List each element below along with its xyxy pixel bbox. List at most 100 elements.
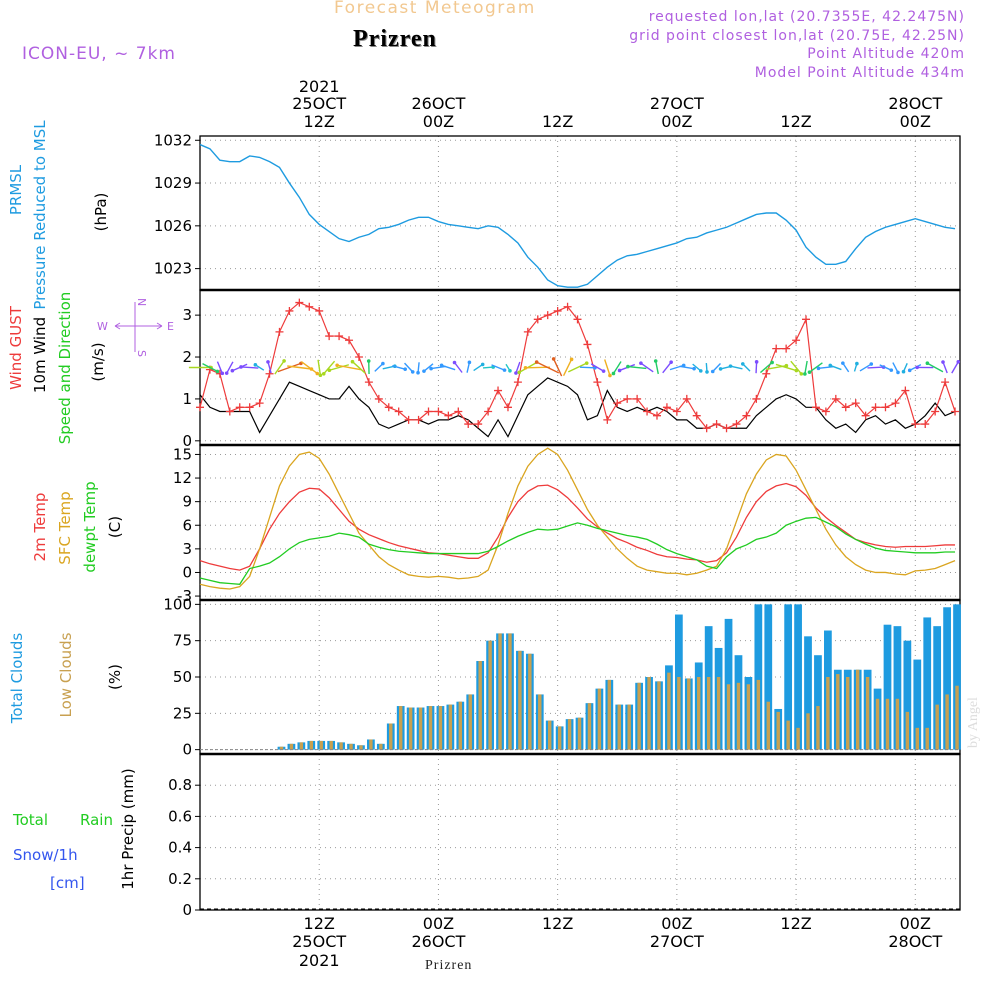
low-cloud-bar: [806, 713, 810, 750]
gust-marker: [811, 403, 820, 412]
gust-marker: [931, 407, 940, 416]
wind-direction-arrow: [590, 363, 604, 372]
y-tick-label: 6: [182, 516, 192, 534]
wind-direction-arrow: [927, 362, 944, 373]
wind-direction-arrow: [951, 361, 959, 374]
gust-marker: [901, 386, 910, 395]
low-cloud-bar: [955, 685, 959, 750]
wind-arrow-head: [915, 365, 919, 370]
wind-arrow-head: [350, 359, 355, 364]
wind-arrow-head: [692, 366, 696, 371]
wind-arrow-head: [467, 360, 472, 365]
bottom-axis-date: 28OCT: [888, 932, 942, 951]
low-cloud-bar: [557, 726, 562, 750]
gust-marker: [762, 369, 771, 378]
low-cloud-bar: [289, 743, 294, 750]
gust-marker: [772, 344, 781, 353]
label-celsius: (C): [106, 516, 124, 538]
low-cloud-bar: [935, 704, 939, 750]
wind-arrow-head: [429, 366, 433, 371]
low-cloud-bar: [816, 706, 820, 750]
y-tick-label: 9: [182, 493, 192, 511]
wind-arrow-head: [381, 361, 385, 366]
gust-marker: [374, 394, 383, 403]
gust-marker: [841, 403, 850, 412]
wind-direction-arrow: [536, 361, 560, 374]
low-cloud-bar: [567, 719, 572, 750]
low-cloud-bar: [726, 684, 731, 750]
wind-arrow-head: [327, 368, 332, 373]
total-cloud-bar: [913, 659, 922, 750]
wind-direction-arrow: [612, 361, 622, 374]
wind-direction-arrow: [404, 362, 414, 373]
low-cloud-bar: [319, 740, 323, 750]
wind-direction-arrow: [323, 360, 336, 375]
label-pressure-msl: Pressure Reduced to MSL: [31, 120, 49, 310]
gust-marker: [444, 411, 453, 420]
low-cloud-bar: [746, 684, 751, 750]
low-cloud-bar: [836, 674, 840, 750]
wind-direction-arrow: [216, 361, 223, 374]
label-percent: (%): [106, 664, 124, 690]
model-altitude: Model Point Altitude 434m: [754, 65, 965, 81]
wind-arrow-head: [855, 361, 859, 366]
low-cloud-bar: [468, 694, 472, 750]
point-altitude: Point Altitude 420m: [807, 46, 965, 62]
chart-title: Forecast Meteogram: [334, 0, 536, 18]
wind-arrow-head: [551, 357, 556, 361]
bottom-axis-hour: 00Z: [423, 914, 454, 933]
wind-arrow-head: [740, 362, 745, 366]
gust-marker: [345, 336, 354, 345]
wind-direction-arrow: [804, 360, 808, 375]
wind-direction-arrow: [300, 360, 318, 375]
wind-direction-arrow: [240, 366, 259, 369]
low-cloud-bar: [885, 698, 890, 750]
wind-direction-arrow: [830, 364, 842, 371]
y-tick-label: 100: [163, 595, 192, 613]
top-axis-date: 26OCT: [411, 94, 465, 113]
wind-arrow-head: [224, 371, 229, 375]
wind-arrow-head: [335, 363, 339, 368]
wind-arrow-head: [718, 367, 723, 371]
wind-arrow-head: [807, 370, 812, 374]
low-cloud-bar: [369, 739, 373, 750]
wind-arrow-head: [754, 360, 759, 364]
y-tick-label: 0: [182, 901, 192, 919]
total-cloud-bar: [804, 636, 812, 750]
wind-direction-arrow: [226, 361, 234, 374]
wind-direction-arrow: [809, 362, 823, 373]
wind-arrow-head: [282, 359, 286, 363]
gust-marker: [394, 407, 403, 416]
bottom-axis-year: 2021: [299, 951, 340, 970]
gust-marker: [335, 332, 344, 341]
gust-marker: [633, 394, 642, 403]
label-ms: (m/s): [89, 342, 107, 381]
gust-marker: [593, 378, 602, 387]
wind-direction-arrow: [892, 362, 899, 373]
bottom-axis-hour: 12Z: [780, 914, 811, 933]
low-cloud-bar: [687, 678, 691, 750]
y-tick-label: 12: [173, 469, 192, 487]
wind-direction-arrow: [627, 365, 647, 370]
gust-marker: [325, 332, 334, 341]
total-cloud-bar: [883, 624, 892, 750]
label-cm: [cm]: [50, 874, 85, 892]
wind-arrow-head: [266, 360, 270, 364]
bottom-axis-date: 27OCT: [650, 932, 704, 951]
wind-arrow-head: [728, 364, 733, 368]
y-tick-label: 1: [182, 390, 192, 408]
y-tick-label: 50: [173, 668, 192, 686]
gust-marker: [364, 378, 373, 387]
wind-arrow-head: [669, 360, 673, 364]
wind-arrow-head: [452, 360, 457, 365]
gust-marker: [871, 403, 880, 412]
wind-direction-arrow: [553, 358, 563, 377]
label-total-clouds: Total Clouds: [8, 633, 26, 725]
gust-marker: [235, 403, 244, 412]
total-cloud-bar: [784, 604, 793, 750]
wind-arrow-head: [611, 371, 616, 376]
wind-direction-arrow: [202, 362, 218, 373]
wind-arrow-head: [502, 368, 507, 372]
y-tick-label: 0.2: [168, 870, 192, 888]
